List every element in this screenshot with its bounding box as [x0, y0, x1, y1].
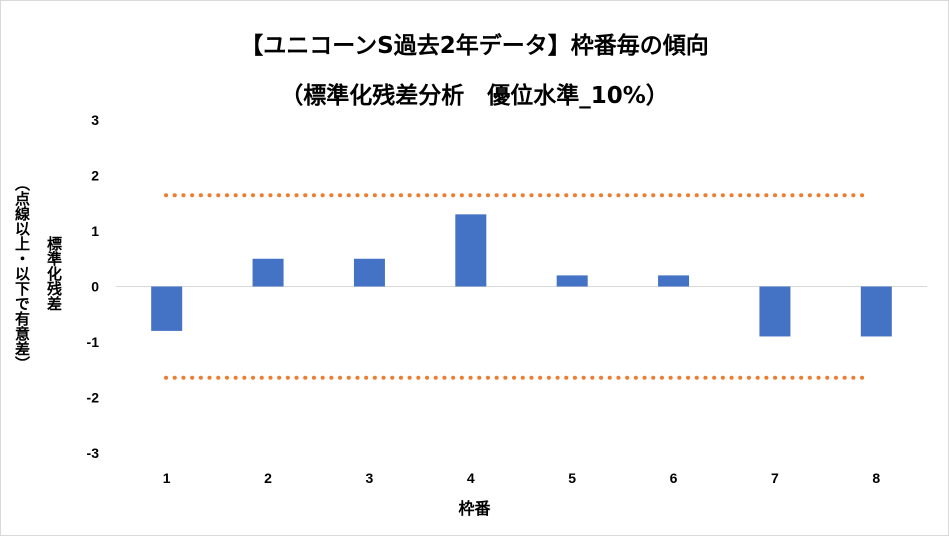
x-tick-label: 6: [670, 470, 678, 486]
y-axis-label-line-2: （点線以上・以下で有意差）: [13, 175, 31, 371]
y-tick-label: 1: [91, 223, 99, 239]
bar-5: [556, 275, 588, 287]
chart-title: 【ユニコーンS過去2年データ】枠番毎の傾向: [240, 33, 709, 59]
y-tick-label: -1: [87, 334, 100, 350]
x-tick-label: 3: [366, 470, 374, 486]
bar-4: [455, 214, 487, 287]
bar-3: [353, 258, 385, 287]
y-tick-label: -2: [87, 390, 100, 406]
x-tick-label: 7: [771, 470, 779, 486]
y-axis-label: 標準化残差 （点線以上・以下で有意差）: [10, 128, 72, 418]
y-tick-label: 3: [91, 112, 99, 128]
y-tick-label: 2: [91, 168, 99, 184]
x-tick-label: 8: [872, 470, 880, 486]
x-axis-label: 枠番: [458, 499, 491, 518]
x-tick-label: 5: [568, 470, 576, 486]
bar-1: [151, 286, 183, 331]
x-tick-label: 2: [264, 470, 272, 486]
bar-8: [860, 286, 892, 337]
x-tick-label: 4: [467, 470, 475, 486]
bar-2: [252, 258, 284, 287]
y-tick-label: -3: [87, 445, 100, 461]
y-axis-label-line-1: 標準化残差: [45, 235, 63, 311]
bar-7: [759, 286, 791, 337]
x-tick-label: 1: [163, 470, 171, 486]
chart-subtitle: （標準化残差分析 優位水準_10%）: [280, 83, 669, 109]
y-tick-label: 0: [91, 279, 99, 295]
bar-6: [658, 275, 690, 287]
